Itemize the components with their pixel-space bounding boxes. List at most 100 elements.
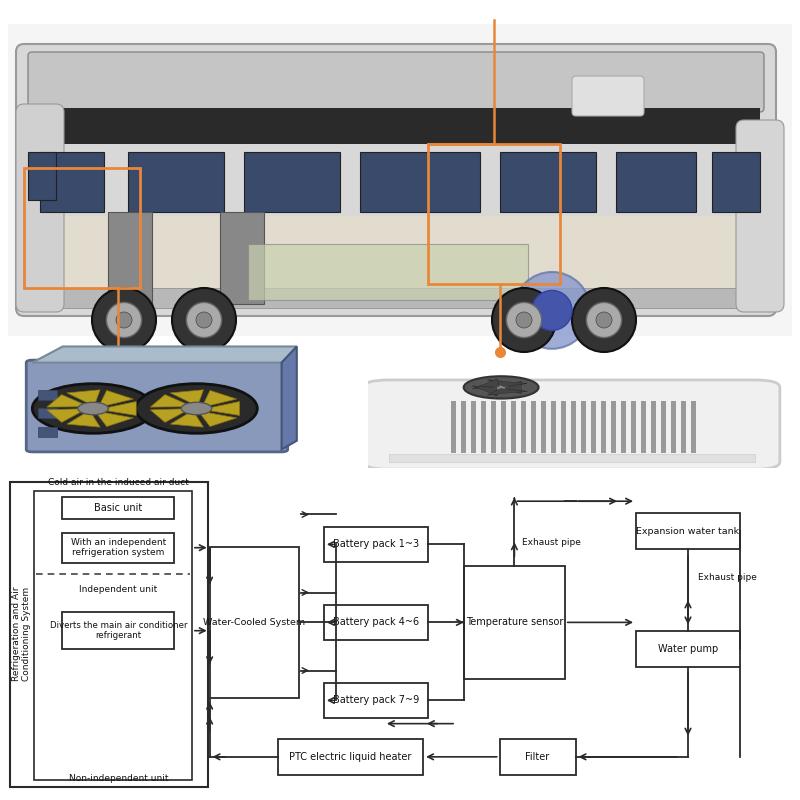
Text: Temperature sensor: Temperature sensor bbox=[466, 618, 563, 627]
Polygon shape bbox=[170, 410, 203, 427]
Bar bbox=[681, 401, 686, 453]
Text: With an independent
refrigeration system: With an independent refrigeration system bbox=[70, 538, 166, 558]
Bar bbox=[631, 401, 636, 453]
Bar bbox=[40, 152, 104, 212]
Circle shape bbox=[196, 312, 212, 328]
Bar bbox=[501, 401, 506, 453]
Circle shape bbox=[186, 302, 222, 338]
Circle shape bbox=[586, 302, 622, 338]
Bar bbox=[32, 108, 760, 144]
Bar bbox=[244, 152, 340, 212]
Bar bbox=[691, 401, 696, 453]
Text: Cold air in the induced air duct: Cold air in the induced air duct bbox=[48, 478, 189, 487]
Bar bbox=[38, 409, 57, 418]
Bar bbox=[62, 533, 174, 562]
Polygon shape bbox=[98, 402, 136, 415]
Circle shape bbox=[182, 402, 212, 414]
Circle shape bbox=[92, 288, 156, 352]
Polygon shape bbox=[505, 381, 522, 394]
FancyBboxPatch shape bbox=[364, 380, 780, 470]
Circle shape bbox=[572, 288, 636, 352]
Polygon shape bbox=[198, 411, 237, 426]
Bar bbox=[34, 491, 192, 780]
Circle shape bbox=[172, 288, 236, 352]
Bar bbox=[428, 144, 560, 284]
Bar bbox=[521, 401, 526, 453]
Bar bbox=[62, 613, 174, 649]
Circle shape bbox=[106, 302, 142, 338]
Bar bbox=[324, 605, 428, 640]
Text: Basic unit: Basic unit bbox=[94, 503, 142, 513]
Bar bbox=[28, 152, 56, 200]
FancyBboxPatch shape bbox=[16, 104, 64, 312]
Bar bbox=[641, 401, 646, 453]
Bar bbox=[611, 401, 616, 453]
Bar bbox=[32, 216, 760, 304]
Bar bbox=[636, 630, 740, 667]
Text: Battery pack 1~3: Battery pack 1~3 bbox=[333, 539, 419, 550]
Bar bbox=[551, 401, 556, 453]
Bar bbox=[636, 513, 740, 550]
Bar bbox=[499, 738, 576, 775]
Polygon shape bbox=[67, 390, 100, 406]
Circle shape bbox=[596, 312, 612, 328]
Circle shape bbox=[136, 384, 258, 434]
Bar bbox=[8, 24, 792, 336]
Bar bbox=[671, 401, 676, 453]
Polygon shape bbox=[487, 380, 527, 386]
Bar bbox=[128, 152, 224, 212]
Polygon shape bbox=[94, 411, 134, 426]
Bar bbox=[541, 401, 546, 453]
Bar bbox=[500, 152, 596, 212]
Text: Water-Cooled System: Water-Cooled System bbox=[203, 618, 306, 627]
Bar bbox=[481, 401, 486, 453]
Text: Battery pack 4~6: Battery pack 4~6 bbox=[333, 618, 419, 627]
Bar bbox=[661, 401, 666, 453]
Bar bbox=[712, 152, 760, 212]
Polygon shape bbox=[487, 389, 527, 395]
Bar bbox=[621, 401, 626, 453]
Polygon shape bbox=[67, 410, 100, 427]
Bar bbox=[491, 401, 496, 453]
Text: Non-independent unit: Non-independent unit bbox=[69, 774, 168, 783]
Bar bbox=[561, 401, 566, 453]
Bar bbox=[464, 566, 565, 679]
FancyBboxPatch shape bbox=[736, 120, 784, 312]
Text: Diverts the main air conditioner
refrigerant: Diverts the main air conditioner refrige… bbox=[50, 621, 187, 640]
Circle shape bbox=[480, 382, 522, 394]
Text: Filter: Filter bbox=[526, 752, 550, 762]
FancyBboxPatch shape bbox=[572, 76, 644, 116]
Bar bbox=[591, 401, 596, 453]
Circle shape bbox=[492, 288, 556, 352]
Text: Independent unit: Independent unit bbox=[79, 585, 158, 594]
Polygon shape bbox=[202, 402, 239, 415]
Bar bbox=[511, 401, 516, 453]
Bar bbox=[324, 527, 428, 562]
Bar bbox=[210, 547, 299, 698]
Bar bbox=[108, 212, 152, 304]
Bar bbox=[360, 152, 480, 212]
Bar bbox=[451, 401, 456, 453]
FancyBboxPatch shape bbox=[28, 52, 764, 112]
Polygon shape bbox=[98, 390, 134, 407]
Bar bbox=[32, 288, 760, 308]
Bar bbox=[62, 497, 174, 519]
Circle shape bbox=[532, 290, 572, 330]
Bar bbox=[531, 401, 536, 453]
Bar bbox=[278, 738, 423, 775]
Text: Water pump: Water pump bbox=[658, 644, 718, 654]
Bar bbox=[651, 401, 656, 453]
Bar bbox=[220, 212, 264, 304]
Text: Exhaust pipe: Exhaust pipe bbox=[698, 573, 757, 582]
Circle shape bbox=[506, 302, 542, 338]
Circle shape bbox=[78, 402, 108, 414]
Bar bbox=[471, 401, 476, 453]
Bar bbox=[324, 683, 428, 718]
Polygon shape bbox=[282, 346, 297, 450]
Polygon shape bbox=[47, 409, 87, 422]
Polygon shape bbox=[473, 379, 499, 389]
Polygon shape bbox=[170, 390, 203, 406]
Bar bbox=[248, 244, 528, 300]
Bar bbox=[24, 168, 140, 288]
Circle shape bbox=[514, 272, 590, 349]
